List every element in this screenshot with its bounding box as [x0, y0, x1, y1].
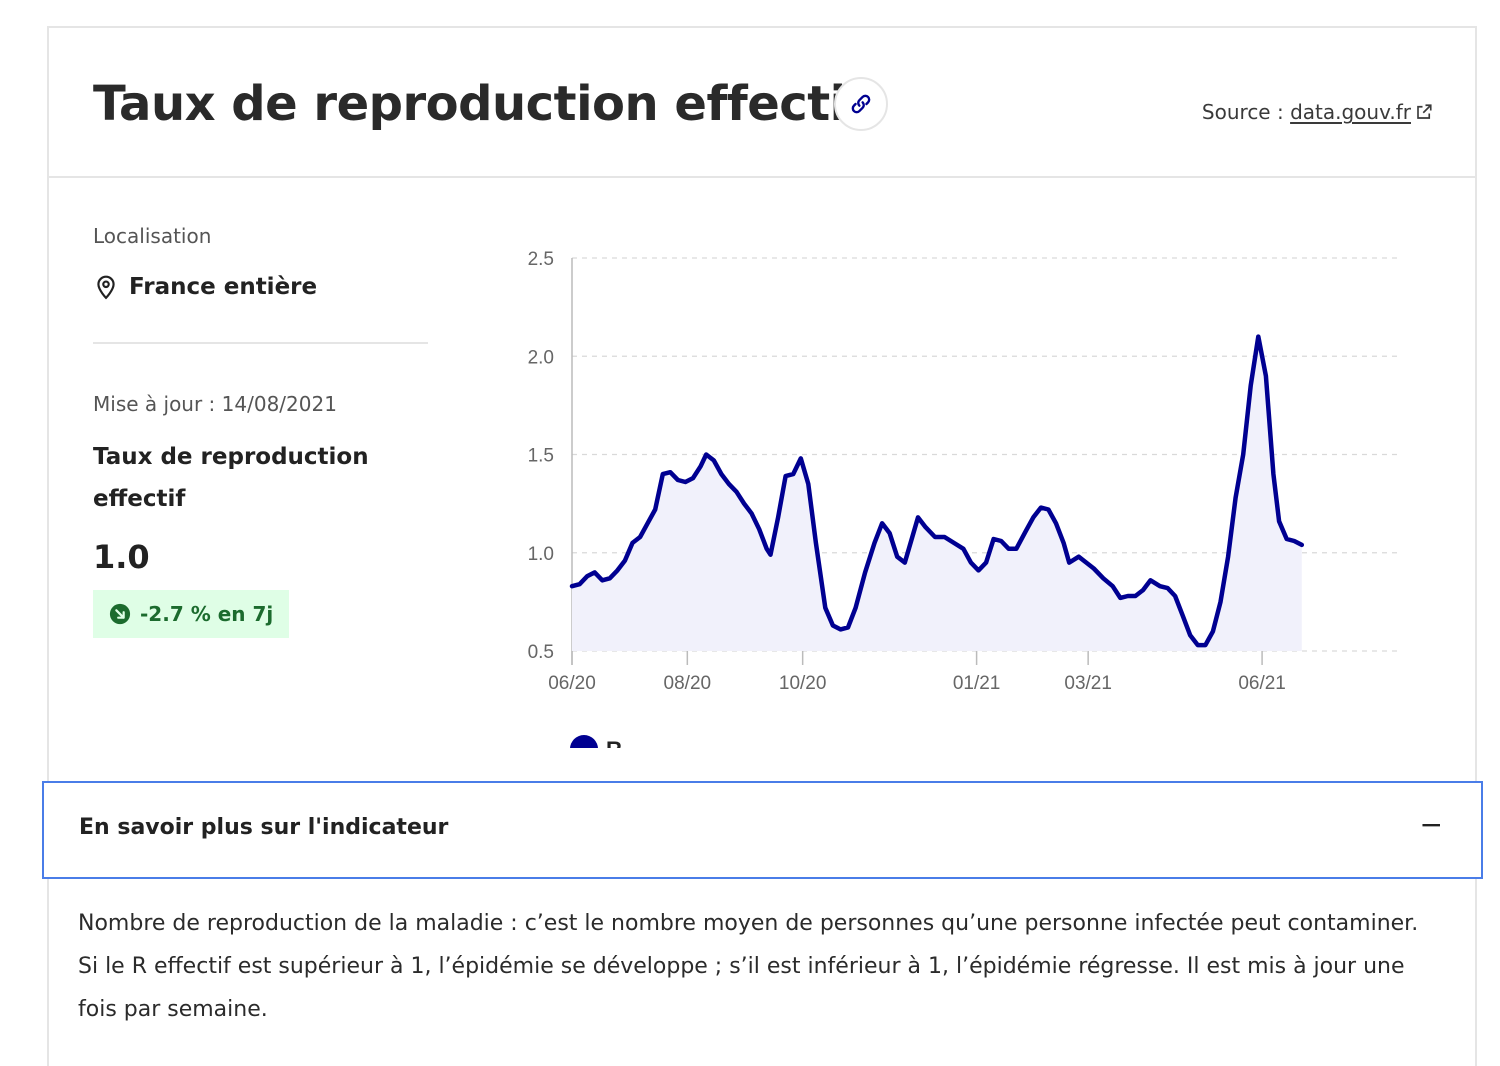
card-header: Taux de reproduction effectif Source : d… [49, 28, 1475, 178]
copy-link-button[interactable] [834, 77, 888, 131]
indicator-sidebar: Localisation France entière Mise à jour … [93, 224, 428, 638]
indicator-name: Taux de reproduction effectif [93, 444, 369, 512]
map-pin-icon [97, 275, 115, 300]
location-selector[interactable]: France entière [93, 274, 428, 300]
legend-label: R [606, 737, 622, 748]
trend-text: -2.7 % en 7j [140, 602, 274, 626]
page-title: Taux de reproduction effectif [93, 76, 867, 132]
indicator-card: Taux de reproduction effectif Source : d… [47, 26, 1477, 1066]
accordion-label: En savoir plus sur l'indicateur [79, 815, 449, 840]
x-tick-label: 06/21 [1238, 673, 1286, 694]
y-tick-label: 2.0 [528, 347, 554, 368]
collapse-icon: − [1419, 808, 1443, 841]
x-tick-label: 06/20 [548, 673, 596, 694]
learn-more-accordion[interactable]: En savoir plus sur l'indicateur − [42, 781, 1483, 879]
source-line: Source : data.gouv.fr [1202, 100, 1433, 124]
x-tick-label: 03/21 [1064, 673, 1112, 694]
series-line [569, 334, 1305, 648]
x-tick-label: 08/20 [664, 673, 712, 694]
y-tick-label: 1.0 [528, 544, 554, 565]
x-tick-label: 01/21 [953, 673, 1001, 694]
source-link-text: data.gouv.fr [1290, 100, 1411, 124]
link-icon [851, 94, 871, 114]
arrow-down-right-icon [109, 603, 131, 625]
r-chart: 0.5 1.0 1.5 2.0 2.5 06/20 08/20 10/20 01/21 03/21… [528, 249, 1402, 748]
y-tick-label: 2.5 [528, 249, 554, 270]
y-tick-label: 1.5 [528, 446, 554, 467]
legend-swatch [570, 735, 598, 748]
external-link-icon [1417, 104, 1432, 119]
location-label: Localisation [93, 224, 212, 248]
update-date: Mise à jour : 14/08/2021 [93, 392, 337, 416]
y-tick-label: 0.5 [528, 642, 554, 663]
location-value: France entière [129, 274, 318, 300]
indicator-description: Nombre de reproduction de la maladie : c… [78, 911, 1419, 1022]
trend-badge: -2.7 % en 7j [93, 590, 290, 638]
series-area [572, 336, 1302, 651]
source-link[interactable]: data.gouv.fr [1290, 100, 1433, 124]
divider [93, 342, 428, 344]
indicator-value: 1.0 [93, 538, 150, 576]
source-prefix: Source : [1201, 100, 1291, 124]
x-tick-label: 10/20 [779, 673, 827, 694]
